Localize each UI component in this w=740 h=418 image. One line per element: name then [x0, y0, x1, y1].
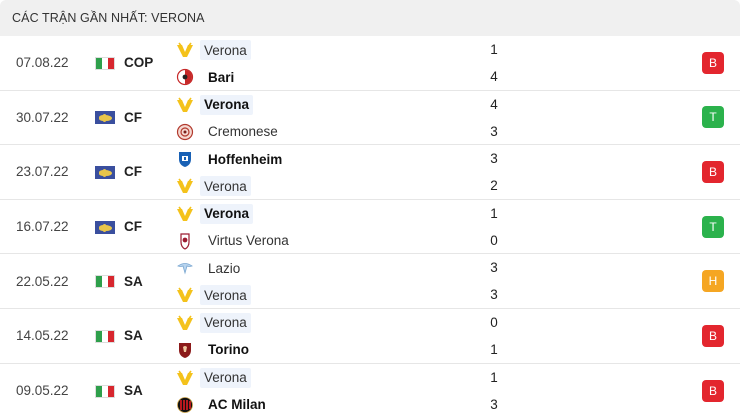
home-team[interactable]: Verona [176, 312, 251, 334]
away-team-name: Verona [200, 285, 251, 306]
result-badge: B [702, 324, 724, 347]
away-team[interactable]: Bari [176, 66, 238, 88]
match-date: 22.05.22 [16, 273, 69, 289]
away-team-name: Bari [208, 69, 235, 85]
match-date: 09.05.22 [16, 383, 69, 399]
world-flag-icon [95, 165, 115, 179]
competition-code: CF [124, 109, 142, 125]
home-team-name: Verona [200, 94, 254, 115]
competition-code: COP [124, 55, 154, 71]
virtus-verona-logo-icon [176, 232, 194, 250]
section-title: CÁC TRẬN GẦN NHẤT: VERONA [12, 11, 205, 25]
world-flag-icon [95, 111, 115, 125]
match-date: 23.07.22 [16, 164, 69, 180]
home-team-name: Verona [200, 203, 254, 224]
away-score: 1 [490, 341, 498, 357]
verona-logo-icon [176, 41, 194, 59]
competition-code: SA [124, 328, 143, 344]
match-row[interactable]: 14.05.22 SA Verona Torino 0 1 B [0, 309, 740, 364]
lazio-logo-icon [176, 259, 194, 277]
match-date: 30.07.22 [16, 109, 69, 125]
away-score: 3 [490, 287, 498, 303]
home-score: 3 [490, 151, 498, 167]
home-team-name: Verona [200, 40, 251, 60]
competition-code: CF [124, 219, 142, 235]
match-row[interactable]: 09.05.22 SA Verona AC Milan 1 3 B [0, 364, 740, 418]
result-badge: B [702, 51, 724, 74]
away-score: 3 [490, 123, 498, 139]
competition-code: CF [124, 164, 142, 180]
home-team[interactable]: Verona [176, 94, 254, 116]
cremonese-logo-icon [176, 123, 194, 141]
match-date: 16.07.22 [16, 219, 69, 235]
italy-flag-icon [95, 56, 115, 70]
away-score: 2 [490, 178, 498, 194]
ac-milan-logo-icon [176, 396, 194, 414]
away-team-name: Torino [208, 342, 249, 358]
torino-logo-icon [176, 341, 194, 359]
home-score: 1 [490, 205, 498, 221]
home-team-name: Hoffenheim [208, 151, 283, 167]
home-score: 1 [490, 42, 498, 57]
home-score: 3 [490, 260, 498, 276]
away-team-name: AC Milan [208, 397, 266, 413]
italy-flag-icon [95, 329, 115, 343]
away-team-name: Virtus Verona [208, 233, 289, 249]
result-badge: T [702, 106, 724, 129]
home-team[interactable]: Verona [176, 39, 251, 61]
home-team-name: Lazio [208, 260, 241, 276]
away-team[interactable]: Torino [176, 339, 253, 361]
result-badge: B [702, 379, 724, 402]
away-score: 0 [490, 232, 498, 248]
away-team[interactable]: Cremonese [176, 121, 282, 143]
away-team[interactable]: AC Milan [176, 394, 270, 416]
bari-logo-icon [176, 68, 194, 86]
match-row[interactable]: 23.07.22 CF Hoffenheim Verona 3 2 B [0, 145, 740, 200]
home-score: 4 [490, 96, 498, 112]
result-badge: H [702, 270, 724, 293]
away-score: 4 [490, 69, 498, 84]
away-team-name: Cremonese [208, 124, 278, 140]
away-team[interactable]: Virtus Verona [176, 230, 293, 252]
away-team[interactable]: Verona [176, 284, 251, 306]
world-flag-icon [95, 220, 115, 234]
verona-logo-icon [176, 96, 194, 114]
away-score: 3 [490, 396, 498, 412]
match-date: 07.08.22 [16, 55, 69, 71]
match-row[interactable]: 16.07.22 CF Verona Virtus Verona 1 0 T [0, 200, 740, 255]
result-badge: B [702, 160, 724, 183]
away-team[interactable]: Verona [176, 175, 251, 197]
match-date: 14.05.22 [16, 328, 69, 344]
home-team[interactable]: Hoffenheim [176, 148, 286, 170]
home-team[interactable]: Lazio [176, 257, 244, 279]
verona-logo-icon [176, 286, 194, 304]
away-team-name: Verona [200, 176, 251, 197]
competition-code: SA [124, 273, 143, 289]
verona-logo-icon [176, 205, 194, 223]
match-row[interactable]: 07.08.22 COP Verona Bari 1 4 B [0, 36, 740, 91]
section-header: CÁC TRẬN GẦN NHẤT: VERONA [0, 0, 740, 36]
verona-logo-icon [176, 177, 194, 195]
verona-logo-icon [176, 314, 194, 332]
recent-matches-list: 07.08.22 COP Verona Bari 1 4 B 30.07.22 … [0, 36, 740, 418]
home-team[interactable]: Verona [176, 203, 254, 225]
italy-flag-icon [95, 275, 115, 289]
verona-logo-icon [176, 369, 194, 387]
home-score: 1 [490, 369, 498, 385]
competition-code: SA [124, 383, 143, 399]
home-team-name: Verona [200, 312, 251, 333]
result-badge: T [702, 215, 724, 238]
italy-flag-icon [95, 384, 115, 398]
hoffenheim-logo-icon [176, 150, 194, 168]
match-row[interactable]: 22.05.22 SA Lazio Verona 3 3 H [0, 254, 740, 309]
home-team-name: Verona [200, 367, 251, 388]
home-team[interactable]: Verona [176, 367, 251, 389]
match-row[interactable]: 30.07.22 CF Verona Cremonese 4 3 T [0, 91, 740, 146]
home-score: 0 [490, 314, 498, 330]
